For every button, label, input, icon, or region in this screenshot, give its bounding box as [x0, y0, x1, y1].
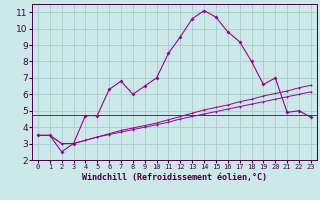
- X-axis label: Windchill (Refroidissement éolien,°C): Windchill (Refroidissement éolien,°C): [82, 173, 267, 182]
